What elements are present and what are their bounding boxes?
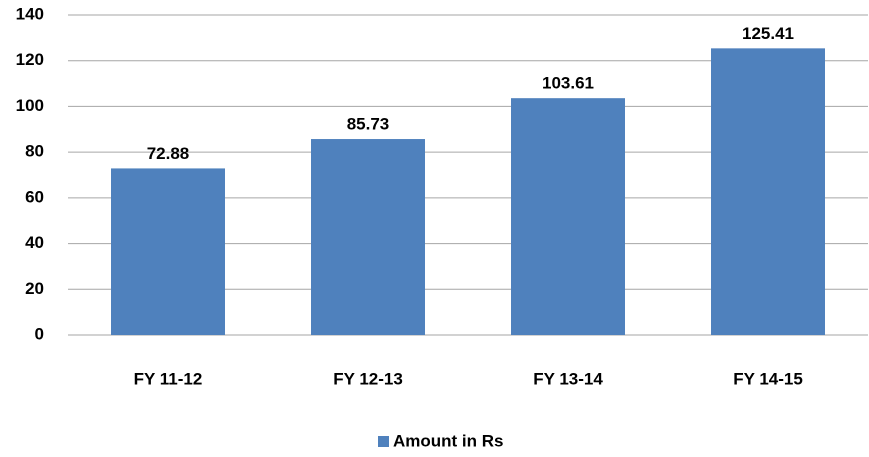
bar: [511, 98, 625, 335]
data-label: 125.41: [742, 24, 794, 43]
bar: [711, 48, 825, 335]
y-tick-label: 0: [35, 324, 44, 343]
data-label: 85.73: [347, 115, 390, 134]
data-label: 103.61: [542, 74, 594, 93]
y-tick-label: 100: [16, 96, 44, 115]
x-tick-label: FY 12-13: [333, 369, 403, 388]
y-tick-label: 20: [25, 279, 44, 298]
x-tick-label: FY 13-14: [533, 369, 603, 388]
bar: [111, 168, 225, 335]
x-tick-label: FY 11-12: [134, 369, 203, 388]
legend-swatch: [378, 436, 389, 447]
y-tick-label: 140: [16, 4, 44, 23]
y-tick-label: 80: [25, 142, 44, 161]
y-tick-label: 40: [25, 233, 44, 252]
legend-label: Amount in Rs: [393, 431, 504, 450]
data-label: 72.88: [147, 144, 190, 163]
x-tick-label: FY 14-15: [733, 369, 803, 388]
bar: [311, 139, 425, 335]
y-tick-label: 60: [25, 187, 44, 206]
y-tick-label: 120: [16, 50, 44, 69]
